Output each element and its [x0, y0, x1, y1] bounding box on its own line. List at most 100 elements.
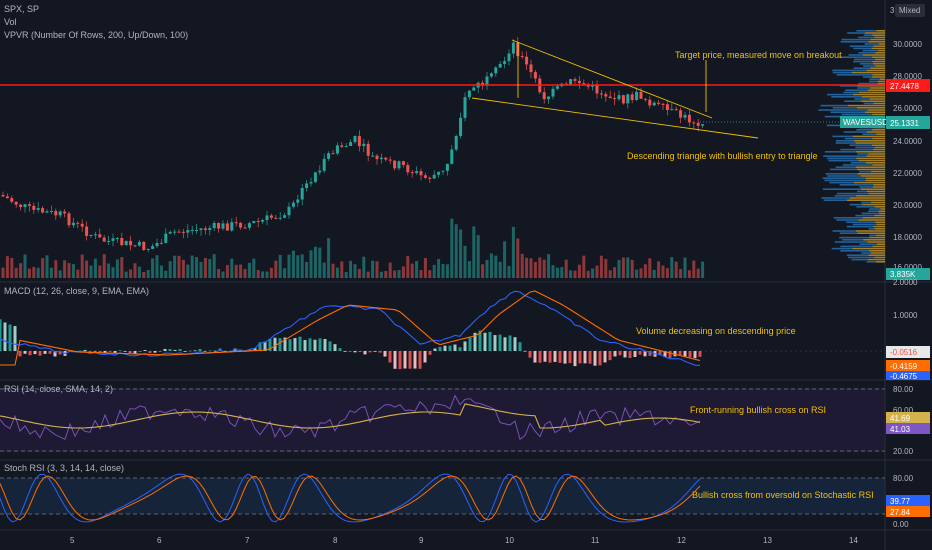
- volume-bar: [476, 235, 480, 278]
- vpvr-row-down: [876, 30, 885, 32]
- candle-body: [261, 220, 265, 222]
- candle-body: [547, 96, 551, 100]
- vpvr-row-up: [853, 47, 872, 50]
- scale-mode-button[interactable]: [895, 4, 925, 17]
- price-axis[interactable]: 30.0000 28.0000 26.0000 24.0000 22.0000 …: [893, 40, 922, 272]
- stoch-k-value: 39.77: [890, 497, 911, 506]
- stoch-legend[interactable]: Stoch RSI (3, 3, 14, 14, close): [4, 463, 124, 473]
- macd-histogram-bar: [523, 350, 527, 352]
- volume-bar: [41, 258, 45, 278]
- volume-bar: [300, 254, 304, 278]
- stoch-rsi-indicator: [0, 473, 701, 523]
- macd-histogram-bar: [513, 337, 517, 351]
- macd-histogram-bar: [118, 350, 122, 352]
- volume-bar: [80, 254, 84, 278]
- vpvr-row-up: [863, 34, 873, 36]
- macd-histogram-bar: [23, 351, 27, 354]
- triangle-lower-trendline[interactable]: [471, 97, 759, 139]
- triangle-upper-trendline[interactable]: [511, 39, 713, 119]
- volume-bar: [115, 259, 119, 278]
- volume-bar: [525, 257, 529, 278]
- candle-body: [217, 223, 221, 229]
- volume-bar: [155, 255, 159, 278]
- volume-bar: [173, 255, 177, 278]
- volume-legend[interactable]: Vol: [4, 17, 17, 27]
- candle-body: [362, 143, 366, 147]
- volume-bar: [586, 270, 590, 278]
- candle-body: [432, 174, 436, 179]
- vpvr-row-up: [844, 137, 873, 140]
- candle-body: [661, 103, 665, 105]
- candle-body: [388, 159, 392, 161]
- volume-tag: [886, 268, 930, 280]
- vpvr-row-down: [858, 219, 885, 221]
- annotation-rsi[interactable]: Front-running bullish cross on RSI: [690, 405, 826, 415]
- volume-bar: [322, 262, 326, 278]
- time-tick: 14: [849, 536, 858, 545]
- macd-histogram-bar: [148, 351, 152, 353]
- volume-bar: [595, 265, 599, 278]
- volume-bar: [217, 268, 221, 278]
- candle-body: [67, 213, 71, 226]
- vpvr-legend[interactable]: VPVR (Number Of Rows, 200, Up/Down, 100): [4, 30, 188, 40]
- vpvr-row-up: [825, 173, 858, 175]
- macd-histogram-bar: [508, 335, 512, 351]
- rsi-ma-value: 41.69: [890, 414, 911, 423]
- volume-bar: [542, 259, 546, 278]
- symbol-label[interactable]: SPX, SP: [4, 4, 39, 14]
- macd-histogram-bar: [563, 351, 567, 364]
- rsi-legend[interactable]: RSI (14, close, SMA, 14, 2): [4, 384, 113, 394]
- time-axis[interactable]: 5 6 7 8 9 10 11 12 13 14: [70, 536, 858, 545]
- annotation-target[interactable]: Target price, measured move on breakout: [675, 50, 842, 60]
- scale-mode-label[interactable]: Mixed: [899, 6, 920, 15]
- macd-signal-value: -0.4159: [890, 362, 918, 371]
- vpvr-row-up: [846, 225, 874, 228]
- annotation-stoch[interactable]: Bullish cross from oversold on Stochasti…: [692, 490, 874, 500]
- vpvr-row-up: [856, 129, 872, 131]
- vpvr-row-up: [857, 153, 869, 155]
- candle-body: [98, 234, 102, 238]
- vpvr-row-down: [875, 58, 885, 61]
- price-tick: 22.0000: [893, 169, 922, 178]
- volume-bar: [146, 270, 150, 278]
- candle-body: [613, 98, 617, 100]
- rsi-tick: 60.00: [893, 406, 914, 415]
- annotation-triangle[interactable]: Descending triangle with bullish entry t…: [627, 151, 818, 161]
- volume-bar: [357, 268, 361, 278]
- vpvr-row-up: [863, 65, 876, 67]
- macd-histogram-bar: [423, 351, 427, 363]
- volume-bar: [1, 267, 5, 278]
- vpvr-row-up: [863, 102, 874, 105]
- volume-bar: [582, 255, 586, 278]
- volume-bar: [463, 245, 467, 278]
- macd-histogram-bar: [273, 337, 277, 351]
- volume-bar: [230, 258, 234, 278]
- candle-body: [511, 42, 515, 54]
- macd-histogram-bar: [178, 349, 182, 351]
- candle-body: [186, 230, 190, 233]
- candle-body: [335, 145, 339, 154]
- volume-bar: [331, 263, 335, 278]
- vpvr-row-down: [862, 203, 885, 206]
- vpvr-row-down: [876, 133, 885, 135]
- volume-tag-value: 3.835K: [890, 270, 916, 279]
- stoch-d-value: 27.84: [890, 508, 911, 517]
- candle-body: [159, 242, 163, 244]
- macd-histogram-bar: [643, 351, 647, 357]
- vpvr-row-down: [868, 153, 885, 155]
- vpvr-row-down: [877, 49, 885, 52]
- vpvr-row-up: [829, 181, 854, 184]
- macd-histogram-bar: [593, 351, 597, 366]
- macd-legend[interactable]: MACD (12, 26, close, 9, EMA, EMA): [4, 286, 149, 296]
- macd-signal-line: [0, 290, 701, 366]
- annotation-volume[interactable]: Volume decreasing on descending price: [636, 326, 796, 336]
- vpvr-row-down: [870, 201, 885, 204]
- volume-bar: [124, 271, 128, 278]
- candle-body: [331, 153, 335, 155]
- rsi-ma-tag: [886, 412, 930, 423]
- macd-histogram-bar: [433, 348, 437, 351]
- candle-body: [344, 146, 348, 148]
- candle-body: [665, 104, 669, 110]
- candle-body: [318, 170, 322, 173]
